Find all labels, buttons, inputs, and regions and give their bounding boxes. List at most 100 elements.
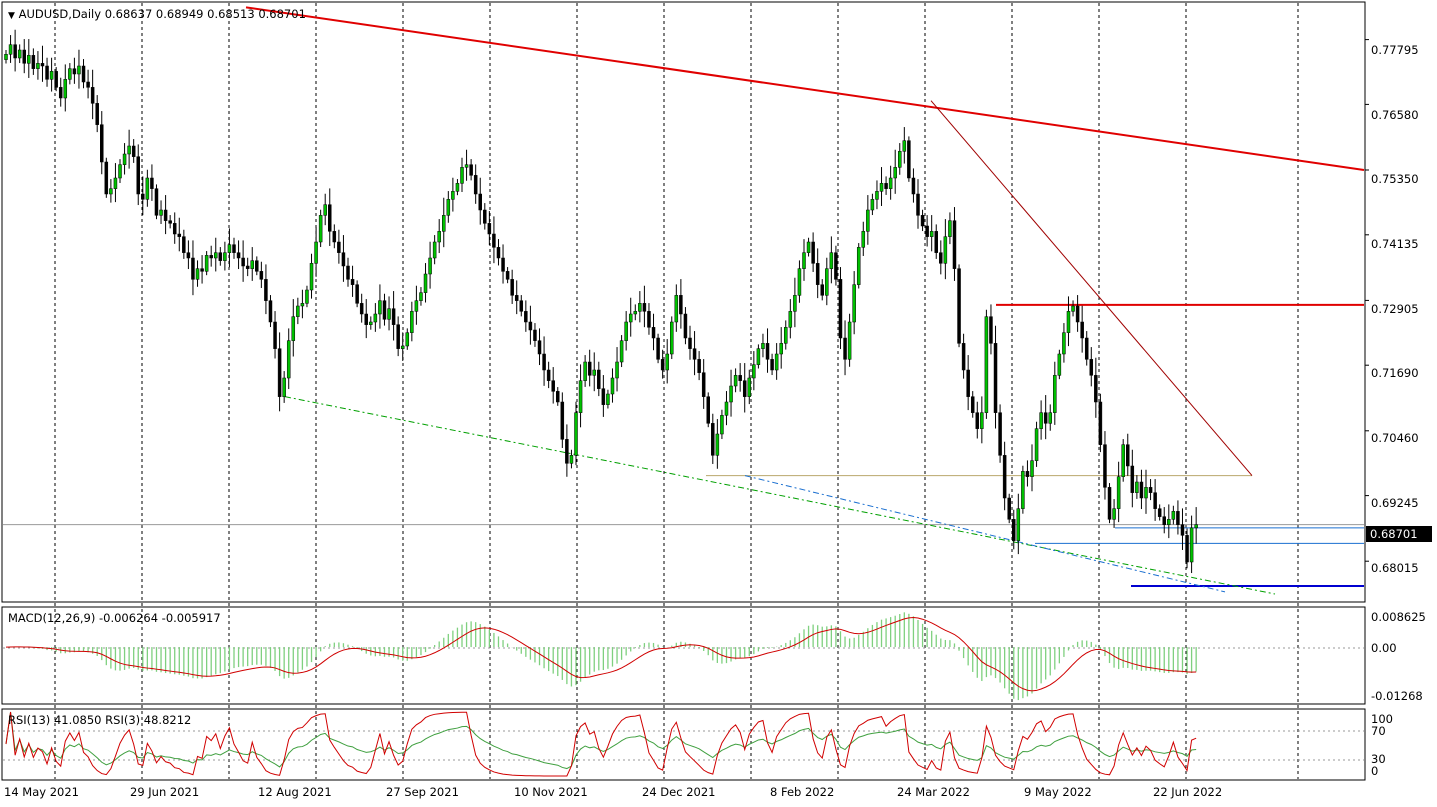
candle-body — [615, 361, 619, 379]
candle-body — [665, 353, 669, 371]
candle-body — [970, 396, 975, 413]
candle-body — [423, 273, 428, 293]
candle-body — [902, 140, 907, 152]
candle-body — [829, 252, 834, 269]
candle-body — [95, 103, 99, 125]
candle-body — [186, 252, 191, 259]
candle-body — [172, 223, 177, 235]
support-trendline — [284, 396, 1276, 595]
candle-body — [442, 215, 446, 232]
price-tick: 0.75350 — [1371, 172, 1419, 186]
candle-body — [286, 340, 291, 379]
candle-body — [414, 300, 419, 312]
price-tick: 0.76580 — [1371, 108, 1419, 122]
candle-body — [419, 292, 423, 301]
collapse-arrow-icon[interactable]: ▼ — [8, 11, 15, 21]
candle-body — [752, 364, 756, 379]
candle-body — [168, 220, 172, 224]
candle-body — [934, 231, 938, 253]
candle-body — [651, 327, 656, 339]
candle-body — [328, 204, 332, 232]
candle-body — [314, 241, 318, 264]
candle-body — [920, 215, 925, 227]
candle-body — [4, 54, 8, 60]
candle-body — [291, 316, 296, 341]
candle-body — [870, 199, 875, 211]
candle-body — [1030, 460, 1034, 477]
price-pane-border — [1, 1, 1366, 603]
rsi-label: RSI(13) 41.0850 RSI(3) 48.8212 — [8, 713, 192, 727]
candle-body — [478, 193, 482, 211]
candle-body — [81, 65, 86, 83]
rsi-tick: 0 — [1371, 764, 1379, 778]
candle-body — [487, 223, 492, 235]
candle-body — [400, 345, 405, 349]
candle-body — [337, 241, 341, 253]
candle-body — [774, 353, 779, 371]
candle-body — [396, 324, 400, 349]
candle-body — [1007, 497, 1011, 520]
date-tick: 24 Mar 2022 — [897, 785, 970, 799]
candle-body — [679, 295, 683, 315]
rsi-indicator — [5, 711, 1197, 777]
candle-body — [309, 263, 314, 291]
candle-body — [925, 225, 929, 237]
candle-body — [861, 231, 866, 248]
candle-body — [296, 305, 300, 317]
candle-body — [332, 231, 337, 243]
candle-body — [1057, 353, 1062, 376]
candle-body — [17, 49, 22, 59]
macd-tick: 0.00 — [1371, 641, 1397, 655]
candle-body — [587, 361, 592, 376]
candle-body — [1107, 487, 1112, 520]
candle-body — [975, 412, 980, 429]
date-tick: 24 Dec 2021 — [642, 785, 716, 799]
rsi-tick: 70 — [1371, 724, 1386, 738]
candle-body — [742, 380, 747, 397]
candle-body — [473, 175, 478, 195]
candle-body — [747, 377, 752, 397]
candle-body — [259, 271, 264, 280]
candle-body — [1016, 508, 1021, 541]
candle-body — [811, 241, 815, 264]
rsi-pane-border — [1, 708, 1366, 781]
candle-body — [551, 380, 555, 392]
candle-body — [697, 359, 701, 373]
candle-body — [505, 271, 510, 280]
candle-body — [524, 311, 528, 323]
candle-body — [510, 279, 514, 296]
candle-body — [610, 377, 615, 395]
support-trendline-2 — [744, 475, 1226, 593]
candle-body — [779, 343, 783, 355]
candle-body — [1062, 332, 1066, 355]
candle-body — [560, 401, 565, 440]
candle-body — [40, 63, 45, 67]
candle-body — [245, 265, 250, 269]
date-tick: 22 Jun 2022 — [1153, 785, 1223, 799]
candle-body — [1034, 428, 1039, 461]
symbol-header: ▼ AUDUSD,Daily 0.68637 0.68949 0.68513 0… — [8, 7, 306, 21]
rsi3-line — [5, 711, 1197, 777]
candle-body — [1043, 412, 1048, 424]
candle-body — [961, 343, 966, 371]
candle-body — [318, 215, 323, 243]
candle-body — [27, 55, 31, 64]
candle-body — [359, 303, 364, 315]
candle-body — [815, 263, 820, 285]
candle-body — [998, 412, 1002, 456]
date-tick: 8 Feb 2022 — [770, 785, 835, 799]
candle-body — [638, 303, 642, 312]
symbol-info: AUDUSD,Daily 0.68637 0.68949 0.68513 0.6… — [18, 7, 306, 21]
candle-body — [793, 295, 797, 312]
date-tick: 27 Sep 2021 — [386, 785, 459, 799]
candle-body — [1162, 516, 1166, 525]
macd-tick: -0.01268 — [1371, 689, 1423, 703]
candle-body — [1176, 511, 1180, 525]
candle-body — [911, 177, 916, 195]
candle-body — [122, 153, 127, 165]
candle-body — [387, 308, 391, 320]
horizontal-levels — [3, 303, 1364, 587]
candle-body — [72, 68, 77, 75]
candle-body — [1189, 527, 1194, 563]
candle-body — [255, 260, 259, 272]
